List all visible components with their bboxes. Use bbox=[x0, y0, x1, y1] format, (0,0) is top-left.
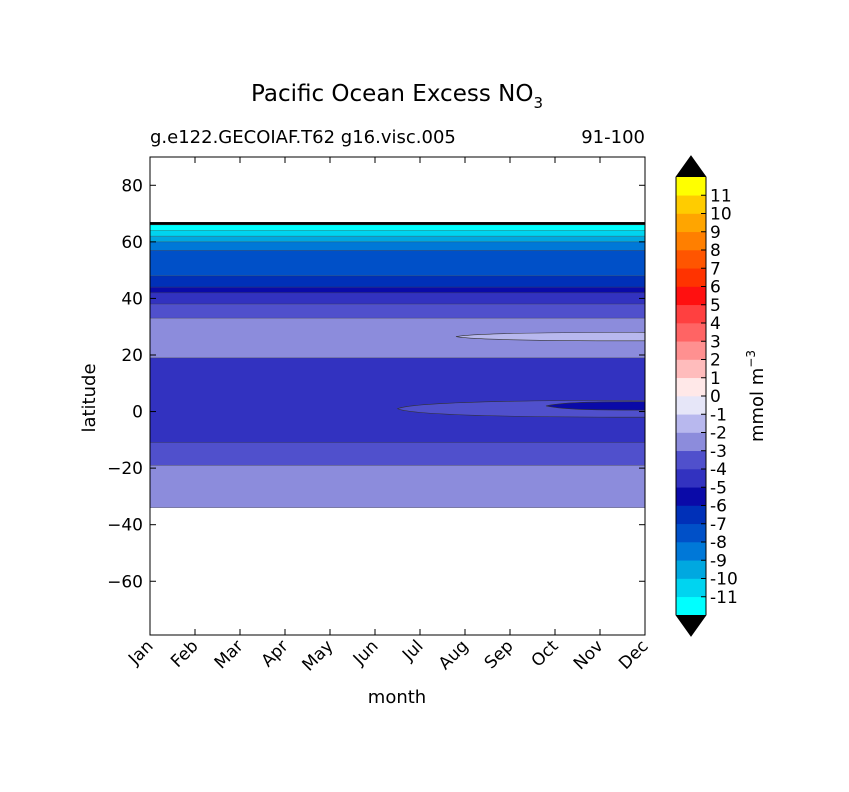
colorbar-extend-top bbox=[676, 156, 706, 177]
contour-band-0 bbox=[150, 465, 645, 508]
x-tick-label: Jul bbox=[398, 636, 427, 665]
colorbar-tick-label: -5 bbox=[710, 478, 727, 498]
plot-frame bbox=[149, 156, 646, 636]
colorbar-swatch bbox=[676, 359, 706, 379]
colorbar-swatch bbox=[676, 432, 706, 452]
y-tick-label: −40 bbox=[107, 516, 143, 536]
colorbar-swatch bbox=[676, 250, 706, 269]
colorbar-swatch bbox=[676, 304, 706, 324]
colorbar-tick-label: -8 bbox=[710, 533, 727, 553]
plot-area bbox=[149, 156, 646, 636]
colorbar-swatch bbox=[676, 505, 706, 525]
contour-bands bbox=[150, 222, 645, 509]
y-tick-label: 20 bbox=[121, 346, 143, 366]
colorbar-swatch bbox=[676, 286, 706, 306]
x-tick-label: Jun bbox=[349, 636, 383, 670]
colorbar-swatch bbox=[676, 377, 706, 397]
colorbar-extend-bottom bbox=[676, 615, 706, 636]
colorbar-tick-label: 1 bbox=[710, 369, 721, 389]
colorbar-swatch bbox=[676, 213, 706, 233]
colorbar-swatch bbox=[676, 414, 706, 433]
colorbar-tick-label: 3 bbox=[710, 332, 721, 352]
chart-subtitle-left: g.e122.GECOIAF.T62 g16.visc.005 bbox=[150, 127, 456, 148]
colorbar-tick-label: 9 bbox=[710, 223, 721, 243]
colorbar-swatch bbox=[676, 578, 706, 598]
colorbar-swatch bbox=[676, 542, 706, 561]
colorbar-swatch bbox=[676, 560, 706, 579]
x-tick-label: Sep bbox=[481, 636, 518, 673]
colorbar-swatch bbox=[676, 323, 706, 342]
colorbar-tick-label: -3 bbox=[710, 442, 727, 462]
colorbar-tick-label: 5 bbox=[710, 296, 721, 316]
colorbar-tick-label: -1 bbox=[710, 405, 727, 425]
y-tick-label: −20 bbox=[107, 459, 143, 479]
contour-band-11 bbox=[150, 230, 645, 237]
contour-band-13 bbox=[150, 222, 645, 225]
contour-band-7 bbox=[150, 275, 645, 288]
x-tick-label: Apr bbox=[258, 636, 293, 671]
colorbar-tick-label: 6 bbox=[710, 278, 721, 298]
x-tick-label: Feb bbox=[167, 636, 202, 671]
contour-band-6 bbox=[150, 287, 645, 293]
contour-band-4 bbox=[150, 304, 645, 319]
colorbar-tick-label: -6 bbox=[710, 497, 727, 517]
contour-band-5 bbox=[150, 292, 645, 305]
colorbar-label: mmol m−3 bbox=[744, 350, 768, 442]
colorbar-swatch bbox=[676, 195, 706, 214]
x-tick-label: Jan bbox=[124, 636, 157, 669]
colorbar-outline bbox=[675, 155, 707, 637]
colorbar-tick-label: 11 bbox=[710, 186, 732, 206]
y-tick-label: 0 bbox=[132, 403, 143, 423]
y-tick-label: 60 bbox=[121, 233, 143, 253]
colorbar-swatch bbox=[676, 396, 706, 415]
colorbar-swatch bbox=[676, 231, 706, 251]
colorbar-tick-label: 2 bbox=[710, 351, 721, 371]
colorbar-swatch bbox=[676, 596, 706, 616]
colorbar-swatch bbox=[676, 177, 706, 196]
colorbar-tick-label: -11 bbox=[710, 588, 738, 608]
x-tick-label: Aug bbox=[435, 636, 473, 674]
colorbar-swatch bbox=[676, 469, 706, 488]
contour-band-12 bbox=[150, 224, 645, 231]
contour-band-8 bbox=[150, 250, 645, 276]
x-tick-label: Mar bbox=[211, 636, 248, 673]
colorbar-tick-label: -2 bbox=[710, 424, 727, 444]
y-tick-label: −60 bbox=[107, 572, 143, 592]
y-tick-label: 40 bbox=[121, 289, 143, 309]
colorbar-tick-label: 8 bbox=[710, 241, 721, 261]
contour-band-10 bbox=[150, 236, 645, 242]
x-tick-label: Oct bbox=[528, 636, 563, 671]
colorbar-swatch bbox=[676, 450, 706, 470]
colorbar-tick-label: -10 bbox=[710, 570, 738, 590]
x-tick-label: May bbox=[299, 636, 338, 675]
chart-subtitle-right: 91-100 bbox=[581, 127, 645, 148]
x-tick-label: Dec bbox=[615, 636, 652, 673]
contour-features bbox=[396, 332, 646, 418]
colorbar-tick-label: 10 bbox=[710, 205, 732, 225]
colorbar-tick-label: -4 bbox=[710, 460, 727, 480]
colorbar-tick-label: 7 bbox=[710, 259, 721, 279]
chart-title: Pacific Ocean Excess NO3 bbox=[251, 81, 543, 112]
colorbar-swatch bbox=[676, 341, 706, 360]
y-axis-label: latitude bbox=[79, 363, 100, 432]
colorbar-tick-label: -9 bbox=[710, 551, 727, 571]
contour-band-9 bbox=[150, 241, 645, 251]
x-tick-label: Nov bbox=[570, 636, 608, 674]
colorbar-swatch bbox=[676, 268, 706, 287]
colorbar-tick-label: 0 bbox=[710, 387, 721, 407]
contour-band-1 bbox=[150, 442, 645, 466]
colorbar-tick-label: 4 bbox=[710, 314, 721, 334]
contour-band-2 bbox=[150, 357, 645, 443]
x-axis-label: month bbox=[368, 687, 426, 708]
colorbar-swatch bbox=[676, 487, 706, 506]
colorbar-tick-label: -7 bbox=[710, 515, 727, 535]
y-tick-label: 80 bbox=[121, 176, 143, 196]
y-axis: 80 60 40 20 0 −20 −40 −60 bbox=[107, 176, 645, 592]
colorbar-swatch bbox=[676, 523, 706, 543]
